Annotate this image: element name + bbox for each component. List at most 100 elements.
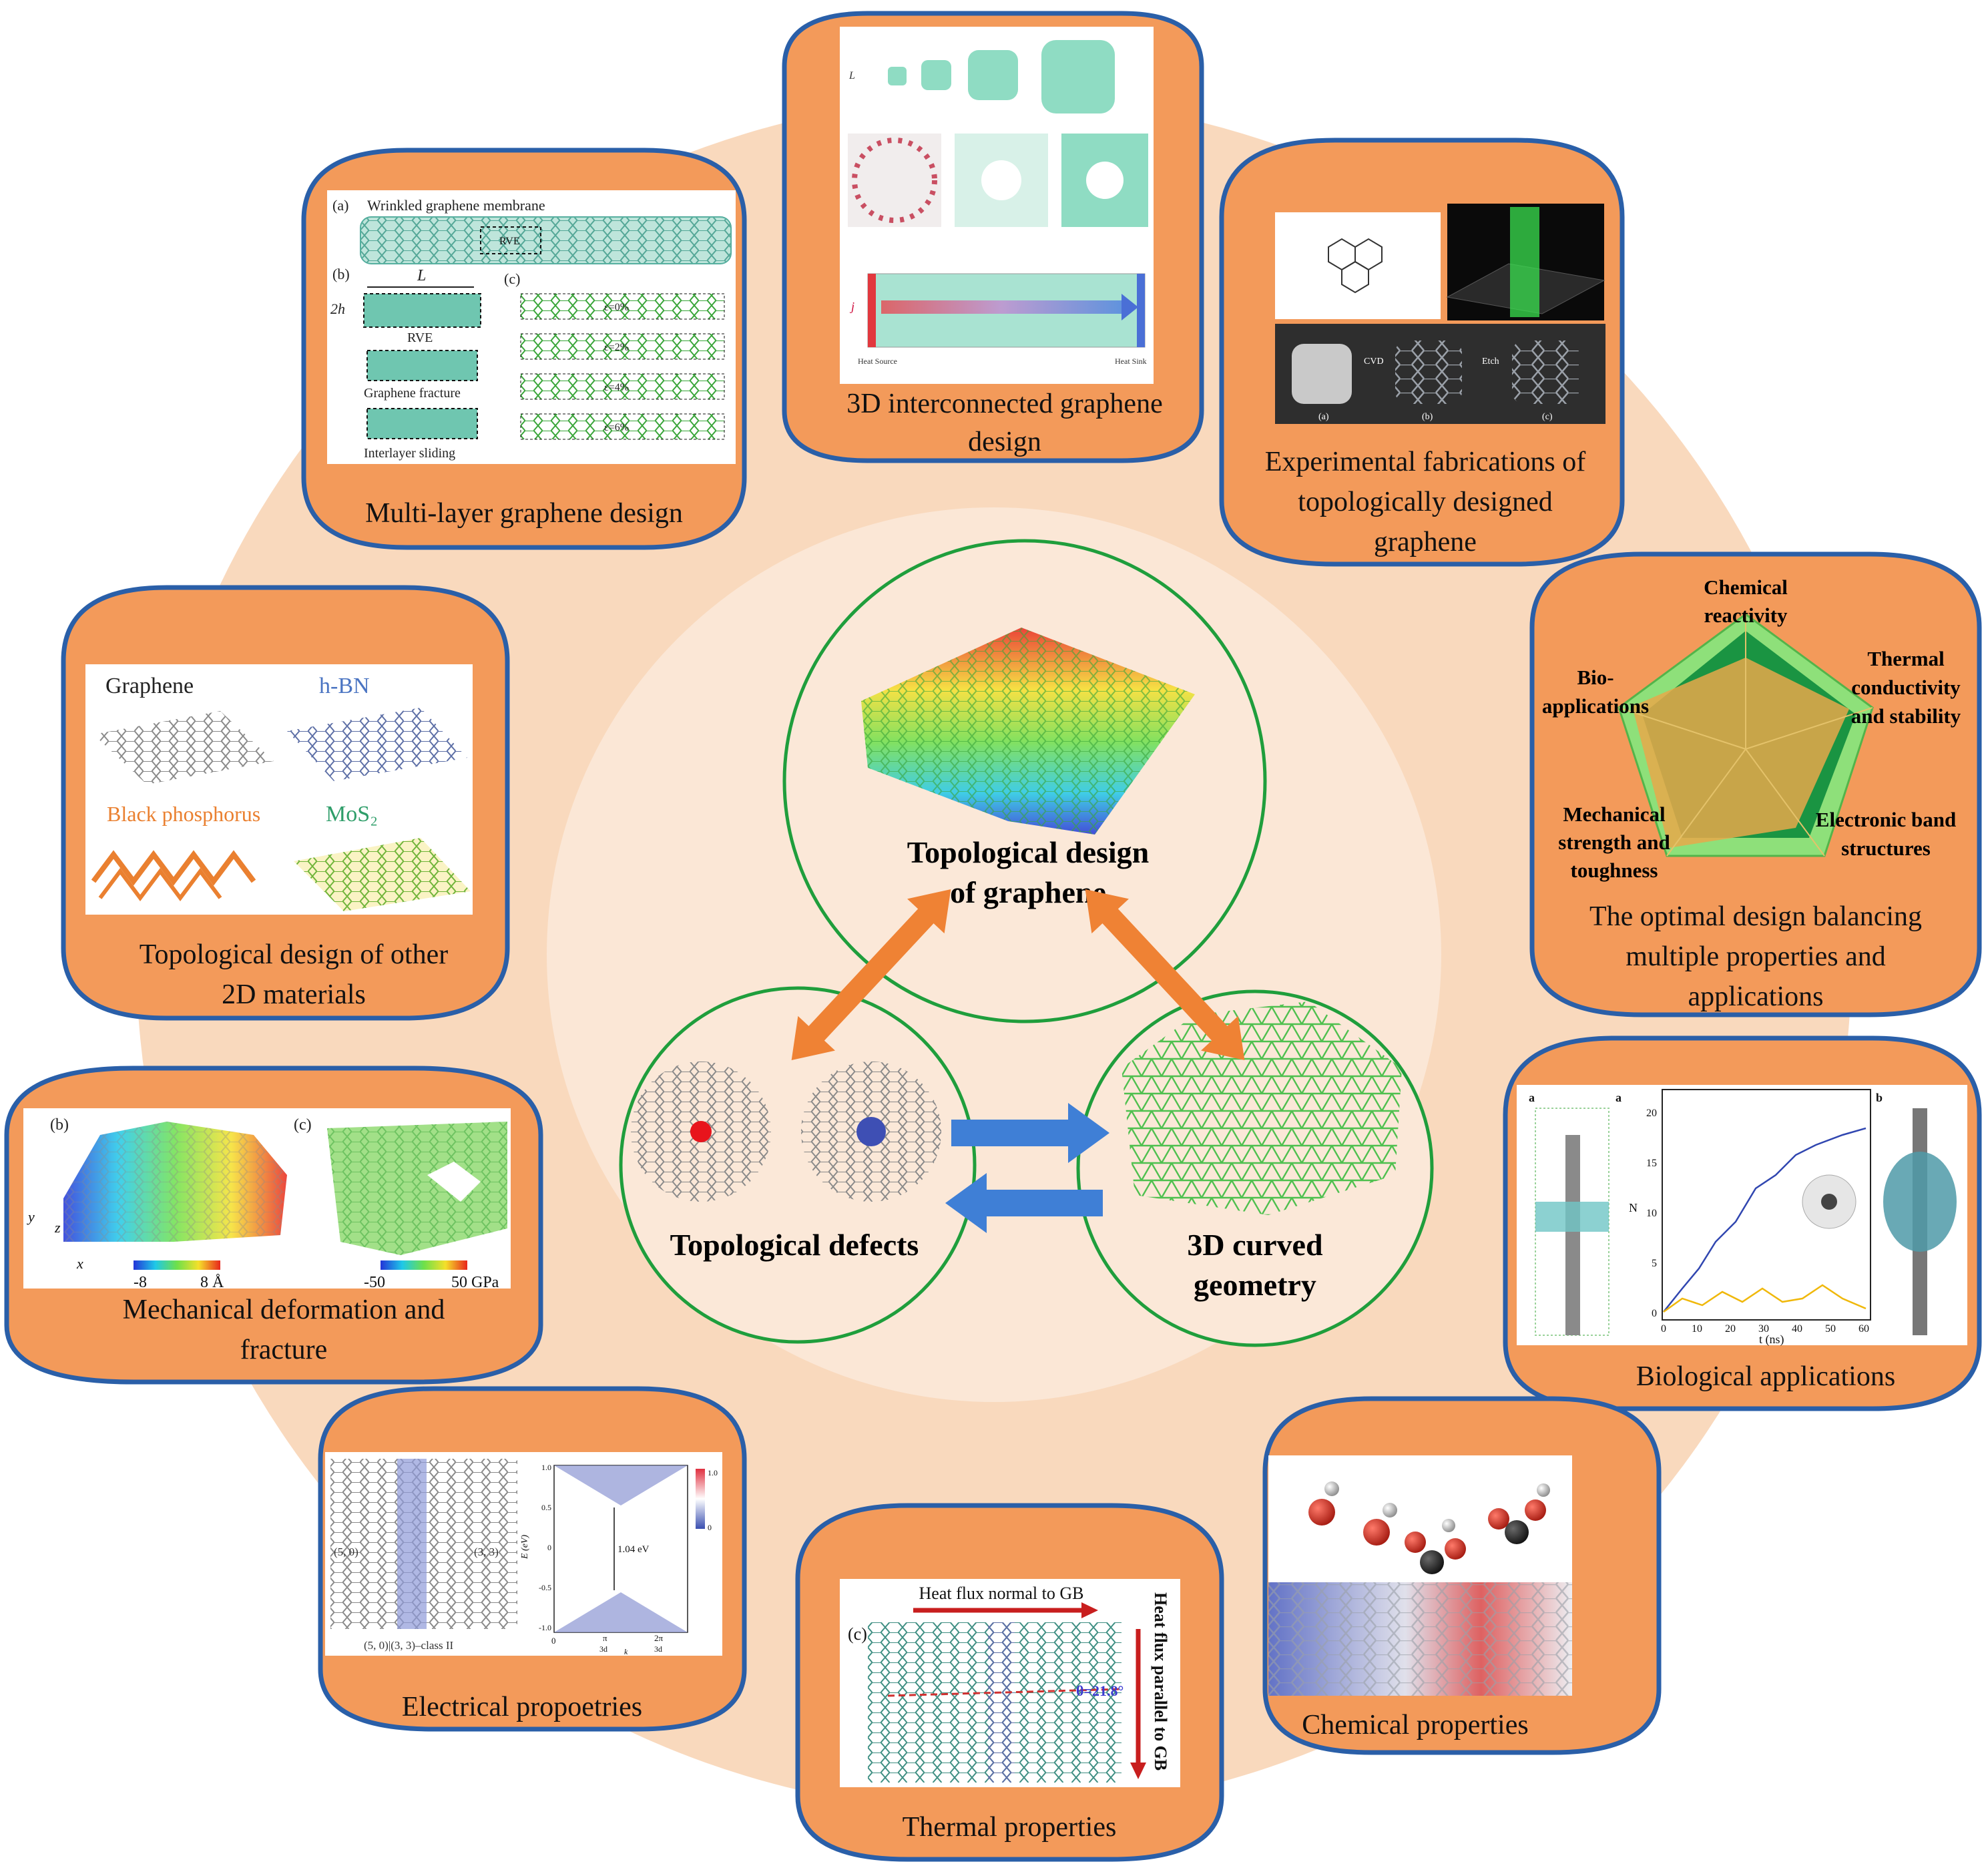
- bio-yellow-series: [1663, 1284, 1867, 1313]
- radar-axis2-line1: Thermal: [1867, 647, 1945, 670]
- mech-caption-line2: fracture: [240, 1335, 328, 1365]
- elec-ytick-3: -0.5: [539, 1583, 551, 1592]
- interconnected-L: L: [848, 70, 855, 81]
- optimal-caption-line2: multiple properties and: [1626, 941, 1886, 972]
- arrow-left-to-right: [951, 1103, 1109, 1163]
- fab-caption-line3: graphene: [1374, 527, 1477, 557]
- center-right-line1: 3D curved: [1187, 1228, 1323, 1262]
- bio-xtick-2: 20: [1725, 1323, 1736, 1335]
- center-left-label: Topological defects: [670, 1228, 919, 1262]
- molecule-1-icon: [1308, 1481, 1339, 1526]
- multilayer-length: L: [417, 267, 426, 284]
- radar-axis5-line1: Bio-: [1577, 666, 1613, 689]
- panel-fabrication: CVD Etch (a) (b) (c) Experimental fabric…: [1219, 138, 1625, 567]
- center-node-top: Topological design of graphene: [782, 539, 1267, 1023]
- molecule-2-icon: [1363, 1503, 1397, 1546]
- radar-axis4-line3: toughness: [1571, 859, 1658, 882]
- panel-mechanical: (b) (c) y z x -8 8 Å -50 50 GPa Mechanic…: [4, 1066, 543, 1385]
- molecule-4-icon: [1488, 1483, 1550, 1544]
- bio-tag-b: b: [1876, 1091, 1883, 1104]
- fab-tag-b: (b): [1422, 412, 1433, 422]
- panel-chemical: Chemical properties: [1262, 1396, 1662, 1755]
- elec-xt1: π: [603, 1633, 607, 1643]
- pentagon-defect-icon: [690, 1121, 712, 1142]
- elec-left-vec: (5, 0): [334, 1546, 358, 1558]
- bio-ytick-3: 15: [1646, 1158, 1657, 1169]
- multilayer-tag-a: (a): [332, 197, 348, 214]
- bio-xlabel: t (ns): [1759, 1333, 1784, 1347]
- center-node-left: Topological defects: [619, 986, 977, 1344]
- bio-xtick-6: 60: [1858, 1323, 1869, 1335]
- bio-blue-series: [1663, 1127, 1867, 1313]
- elec-yticks: 1.0 0.5 0 -0.5 -1.0: [539, 1463, 551, 1632]
- radar-axis5-line2: applications: [1542, 694, 1649, 718]
- bio-xtick-0: 0: [1661, 1323, 1666, 1335]
- multilayer-rve-box: RVE: [499, 236, 520, 247]
- elec-xt2: 2π: [654, 1633, 664, 1643]
- bio-tag-a2: a: [1616, 1091, 1622, 1104]
- arrow-top-right-double: [1085, 889, 1245, 1060]
- elec-right-vec: (3, 3): [474, 1546, 499, 1558]
- panel-multilayer: (a) Wrinkled graphene membrane RVE (b) L…: [301, 148, 747, 550]
- bio-xtick-4: 40: [1792, 1323, 1802, 1335]
- radar-orange: [1632, 658, 1849, 848]
- fab-caption-line2: topologically designed: [1298, 487, 1552, 517]
- fab-tag-c: (c): [1542, 412, 1553, 422]
- multilayer-strain6: ε=6%: [604, 422, 629, 433]
- other2d-caption-line2: 2D materials: [222, 979, 366, 1010]
- fab-tag-a: (a): [1318, 412, 1329, 422]
- multilayer-strain4: ε=4%: [604, 382, 629, 393]
- elec-ytick-1: 0.5: [541, 1503, 551, 1512]
- center-node-right: 3D curved geometry: [1076, 989, 1434, 1347]
- bio-xtick-3: 30: [1758, 1323, 1769, 1335]
- multilayer-sliding: Interlayer sliding: [364, 446, 455, 461]
- chemical-caption: Chemical properties: [1302, 1710, 1528, 1740]
- radar-axis2-line3: and stability: [1851, 704, 1961, 728]
- arrow-top-left-double: [791, 889, 951, 1060]
- radar-axis4-line2: strength and: [1558, 831, 1670, 854]
- thermal-tag-c: (c): [848, 1624, 867, 1644]
- radar-axis3-line1: Electronic band: [1816, 808, 1956, 831]
- elec-xt2b: 3d: [654, 1644, 662, 1654]
- multilayer-strain0: ε=0%: [604, 302, 629, 313]
- bio-yticks: 0 5 10 15 20: [1646, 1108, 1657, 1319]
- bio-tag-a: a: [1529, 1091, 1535, 1104]
- multilayer-tag-c: (c): [504, 270, 520, 287]
- mech-scale1-max: 8 Å: [200, 1274, 224, 1291]
- molecule-3-icon: [1405, 1519, 1466, 1574]
- mech-scale2-min: -50: [364, 1274, 385, 1291]
- elec-cbar-max: 1.0: [708, 1468, 718, 1477]
- bio-xtick-5: 50: [1825, 1323, 1836, 1335]
- radar-axis4-line1: Mechanical: [1563, 802, 1666, 826]
- panel-electrical: (5, 0) (3, 3) (5, 0)|(3, 3)–class II 1.0…: [318, 1386, 747, 1732]
- bio-ytick-2: 10: [1646, 1208, 1657, 1219]
- bio-ytick-4: 20: [1646, 1108, 1657, 1119]
- thermal-flux-normal: Heat flux normal to GB: [919, 1584, 1084, 1603]
- elec-cbar-min: 0: [708, 1523, 712, 1532]
- mech-scale1-min: -8: [134, 1274, 147, 1291]
- panel-biological: a a 0 5 10 15 20 0 10 20 30 40 50 60 N t (ns) b Bi…: [1503, 1035, 1982, 1411]
- elec-bottom-label: (5, 0)|(3, 3)–class II: [364, 1639, 454, 1652]
- multilayer-fracture: Graphene fracture: [364, 386, 461, 401]
- fab-cvd: CVD: [1364, 357, 1384, 367]
- elec-ytick-2: 0: [547, 1543, 551, 1552]
- mech-axis-x: x: [76, 1255, 83, 1272]
- elec-xt1b: 3d: [599, 1644, 607, 1654]
- radar-axis2-line2: conductivity: [1851, 676, 1961, 699]
- elec-caption: Electrical propoetries: [402, 1692, 642, 1722]
- multilayer-rve: RVE: [407, 330, 433, 345]
- interconnected-caption-line1: 3D interconnected graphene: [846, 389, 1162, 419]
- other2d-hbn: h-BN: [319, 674, 370, 698]
- mech-axis-z: z: [54, 1219, 61, 1236]
- bio-ylabel: N: [1629, 1201, 1638, 1214]
- radar-axis3-line2: structures: [1841, 837, 1931, 860]
- elec-gap: 1.04 eV: [617, 1544, 650, 1555]
- multilayer-tag-b: (b): [332, 266, 350, 282]
- interconnected-heat-source: Heat Source: [858, 357, 897, 366]
- thermal-caption: Thermal properties: [903, 1812, 1117, 1843]
- radar-axis1-line1: Chemical: [1704, 575, 1788, 599]
- multilayer-title: Wrinkled graphene membrane: [367, 197, 545, 214]
- mech-caption-line1: Mechanical deformation and: [123, 1295, 445, 1325]
- elec-xt0: 0: [551, 1636, 556, 1646]
